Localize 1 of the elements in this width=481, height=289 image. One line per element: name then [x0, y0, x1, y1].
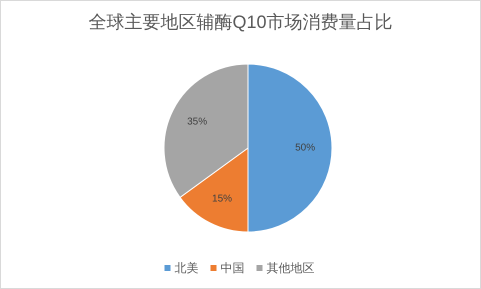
title: 全球主要地区辅酶Q10市场消费量占比	[88, 12, 393, 32]
